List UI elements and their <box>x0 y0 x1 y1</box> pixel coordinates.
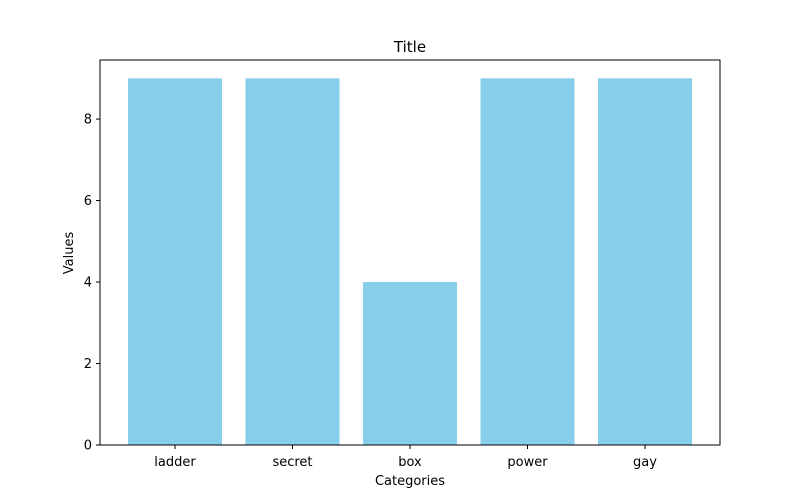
bar-ladder <box>128 78 222 445</box>
x-tick-label: gay <box>633 455 657 470</box>
y-tick-label: 2 <box>84 357 92 372</box>
y-tick-label: 0 <box>84 439 92 454</box>
x-axis-ticks: ladder secret box power gay <box>154 445 657 470</box>
bar-secret <box>245 78 340 445</box>
chart-title: Title <box>393 38 426 56</box>
x-tick-label: ladder <box>154 455 196 470</box>
x-axis-label: Categories <box>375 474 445 489</box>
bar-box <box>363 282 457 445</box>
x-tick-label: power <box>507 455 548 470</box>
y-tick-label: 4 <box>84 276 92 291</box>
y-tick-label: 6 <box>84 194 92 209</box>
y-axis-ticks: 0 2 4 6 8 <box>84 113 100 454</box>
y-tick-label: 8 <box>84 113 92 128</box>
x-tick-label: box <box>398 455 422 470</box>
bar-gay <box>598 78 692 445</box>
bars-group <box>128 78 692 445</box>
bar-power <box>480 78 575 445</box>
y-axis-label: Values <box>62 232 77 275</box>
plot-area-frame <box>99 59 721 446</box>
x-tick-label: secret <box>272 455 312 470</box>
